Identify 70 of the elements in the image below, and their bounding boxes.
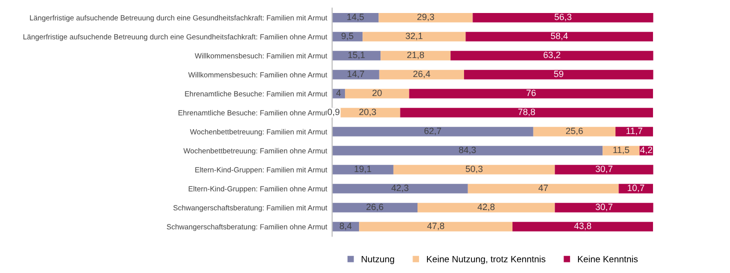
data-label: 50,3 (466, 166, 483, 174)
bar (332, 32, 363, 42)
bar (602, 146, 640, 156)
data-label: 29,3 (417, 14, 434, 22)
data-label: 20,3 (359, 108, 376, 116)
legend-label: Keine Kenntnis (578, 256, 638, 262)
bar (393, 164, 555, 174)
bar (450, 50, 654, 60)
data-label: 9,5 (342, 32, 354, 40)
data-label: 14,5 (347, 14, 364, 22)
data-label: 4,2 (640, 146, 652, 154)
data-label: 62,7 (424, 128, 442, 136)
data-label: 26,6 (366, 204, 384, 212)
data-label: 0,9 (328, 108, 340, 116)
bar (344, 88, 410, 98)
bar (332, 202, 418, 212)
data-label: 4 (336, 90, 341, 96)
data-label: 42,8 (478, 204, 495, 212)
data-label: 58,4 (550, 32, 568, 40)
data-label: 56,3 (554, 14, 572, 22)
legend-label: Keine Nutzung, trotz Kenntnis (426, 256, 546, 264)
data-label: 19,1 (354, 166, 372, 174)
data-label: 11,7 (626, 128, 642, 136)
bar (400, 108, 654, 118)
data-label: 43,8 (574, 222, 592, 230)
data-label: 11,5 (613, 146, 630, 154)
bar (554, 164, 654, 174)
bar (464, 70, 654, 80)
data-label: 14,7 (348, 70, 364, 78)
bar (472, 12, 654, 22)
bar (380, 50, 451, 60)
data-label: 25,6 (566, 128, 583, 136)
data-label: 30,7 (596, 204, 612, 212)
data-label: 20 (372, 90, 382, 96)
data-label: 47 (538, 184, 548, 191)
data-label: 21,8 (407, 52, 424, 60)
bar (379, 70, 464, 80)
data-label: 63,2 (544, 52, 560, 60)
bar (332, 12, 379, 22)
bar (409, 88, 654, 98)
bar (554, 202, 654, 212)
bar (359, 222, 512, 232)
bar (615, 126, 654, 136)
data-label: 76 (526, 90, 536, 96)
data-label: 42,3 (391, 184, 408, 192)
data-label: 32,1 (406, 32, 422, 40)
bar (332, 164, 394, 174)
bar (468, 184, 619, 194)
data-label: 30,7 (596, 166, 612, 174)
bar (332, 70, 380, 80)
bar (378, 12, 473, 22)
bar (332, 126, 534, 136)
data-label: 15,1 (348, 52, 365, 60)
data-label: 10,7 (628, 184, 644, 192)
legend-label: Nutzung (362, 256, 394, 264)
bar (332, 50, 381, 60)
bar (618, 184, 654, 194)
data-label: 78,8 (518, 108, 535, 116)
bar (332, 184, 468, 194)
bar (512, 222, 654, 232)
bar (332, 146, 603, 156)
data-label: 26,4 (413, 70, 430, 78)
data-label: 84,3 (459, 146, 476, 154)
data-label: 8,4 (340, 222, 352, 230)
bar (533, 126, 616, 136)
bar (466, 32, 654, 42)
bar (362, 32, 466, 42)
data-label: 47,8 (427, 222, 444, 230)
bar (418, 202, 555, 212)
data-label: 59 (554, 70, 564, 78)
